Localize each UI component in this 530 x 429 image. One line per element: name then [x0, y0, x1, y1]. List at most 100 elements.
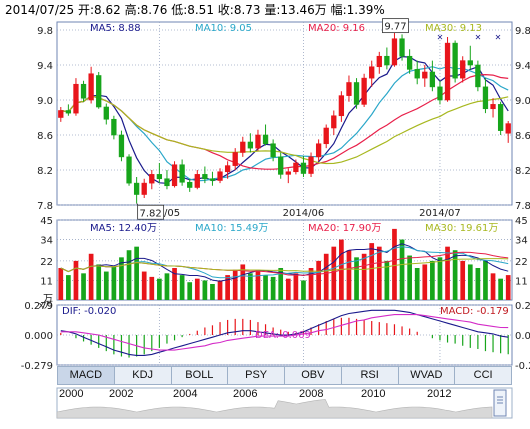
- volume-bar: [331, 246, 337, 300]
- volume-bar: [369, 243, 375, 300]
- candle-body: [255, 134, 261, 149]
- price-ma-legend: MA5: 8.88: [90, 23, 141, 34]
- candle-body: [111, 118, 117, 136]
- candle-body: [96, 75, 102, 108]
- open-label: 开:: [78, 3, 95, 17]
- macd-y-tick-right: -0.279: [515, 361, 530, 372]
- tab-psy[interactable]: PSY: [228, 367, 285, 384]
- volume-bar: [414, 268, 420, 300]
- price-x-tick: 2014/06: [283, 208, 325, 219]
- volume-bar: [323, 253, 329, 300]
- volume-bar: [210, 284, 215, 300]
- volume-bar: [232, 269, 238, 300]
- close-value: 8.73: [233, 3, 261, 17]
- volume-y-tick-left: 34: [40, 236, 53, 247]
- volume-bar: [119, 257, 124, 300]
- candle-body: [65, 110, 72, 114]
- candle-body: [58, 110, 64, 118]
- volume-ma30-line: [60, 258, 509, 273]
- low-value: 8.51: [187, 3, 214, 17]
- tab-obv[interactable]: OBV: [285, 367, 342, 384]
- volume-bar: [285, 278, 291, 300]
- high-marker-value: 9.77: [384, 22, 406, 33]
- volume-bar: [103, 271, 109, 300]
- open-value: 8.62: [94, 3, 121, 17]
- year-label: 2012: [427, 388, 452, 400]
- volume-bar: [316, 260, 321, 300]
- price-x-tick: 2014/07: [419, 208, 461, 219]
- volume-bar: [194, 278, 200, 300]
- candle-body: [399, 38, 405, 57]
- low-marker-value: 7.82: [139, 208, 161, 219]
- candle-body: [270, 143, 276, 158]
- macd-value-label: MACD: -0.179: [440, 306, 509, 317]
- price-y-tick-left: 8.6: [37, 131, 53, 142]
- volume-bar: [248, 273, 253, 300]
- volume-y-tick-right: 45: [515, 216, 528, 227]
- price-panel-frame: [56, 21, 513, 206]
- price-y-tick-right: 7.8: [515, 201, 530, 212]
- candle-body: [209, 178, 216, 181]
- price-y-tick-right: 9.0: [515, 96, 530, 107]
- candle-body: [293, 162, 299, 173]
- volume-bar: [490, 273, 496, 300]
- candle-body: [460, 60, 466, 79]
- volume-bar: [392, 228, 397, 300]
- candle-body: [103, 106, 109, 120]
- candle-body: [490, 104, 496, 110]
- volume-bar: [187, 282, 193, 300]
- tab-wvad[interactable]: WVAD: [399, 367, 456, 384]
- candle-body: [353, 82, 360, 105]
- tab-macd[interactable]: MACD: [58, 367, 115, 384]
- candle-body: [444, 42, 451, 101]
- price-y-tick-left: 9.4: [37, 61, 53, 72]
- volume-bar: [475, 268, 481, 300]
- change-value: 1.39%: [346, 3, 385, 17]
- tab-boll[interactable]: BOLL: [172, 367, 229, 384]
- candle-body: [384, 55, 390, 66]
- tab-rsi[interactable]: RSI: [342, 367, 399, 384]
- volume-bar: [270, 276, 276, 300]
- volume-bar: [354, 257, 359, 300]
- candle-body: [452, 42, 458, 79]
- macd-axis-unit: x万: [39, 301, 53, 311]
- candle-body: [179, 164, 185, 183]
- price-ma-legend: MA20: 9.16: [308, 23, 365, 34]
- volume-bar: [202, 280, 208, 300]
- volume-bar: [225, 275, 230, 300]
- volume-bar: [217, 280, 223, 300]
- candle-body: [202, 174, 208, 180]
- candle-body: [338, 95, 345, 117]
- volume-bar: [422, 264, 428, 300]
- candle-body: [232, 152, 238, 166]
- macd-y-tick-left: 0.000: [24, 331, 53, 342]
- candle-body: [505, 123, 511, 134]
- candle-body: [118, 134, 125, 158]
- candle-body: [346, 82, 352, 96]
- tab-cci[interactable]: CCI: [473, 369, 493, 381]
- macd-y-tick-left: -0.279: [21, 361, 53, 372]
- close-label: 收:: [217, 3, 234, 17]
- volume-bar: [505, 275, 511, 300]
- candle-body: [361, 77, 367, 105]
- volume-bar: [240, 264, 246, 300]
- price-y-tick-right: 9.4: [515, 61, 530, 72]
- candle-body: [300, 162, 307, 174]
- candle-body: [497, 104, 504, 131]
- macd-dif-label: DIF: -0.020: [62, 306, 116, 317]
- candle-body: [437, 86, 443, 101]
- volume-bar: [88, 253, 94, 300]
- price-y-tick-right: 9.8: [515, 26, 530, 37]
- marker-icon: ✕: [437, 33, 444, 42]
- tab-kdj[interactable]: KDJ: [115, 367, 172, 384]
- timeline-area: [56, 399, 493, 419]
- candle-body: [482, 86, 489, 110]
- price-y-tick-right: 8.2: [515, 166, 530, 177]
- volume-bar: [96, 264, 102, 300]
- volume-bar: [263, 275, 268, 300]
- year-label: 2008: [299, 388, 324, 400]
- macd-dea-line: [60, 314, 509, 351]
- low-marker-box: [137, 204, 165, 220]
- candle-body: [376, 55, 382, 68]
